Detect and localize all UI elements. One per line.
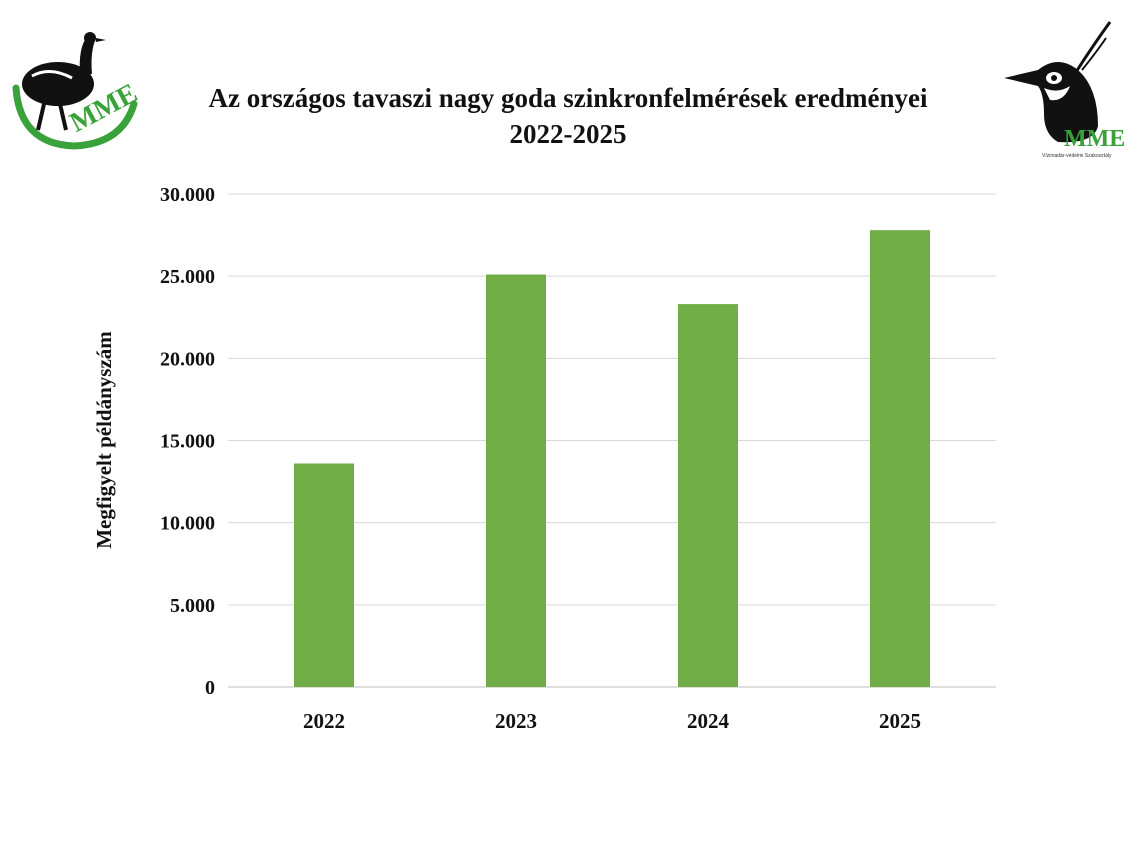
bar-2024: [678, 304, 738, 687]
bar-2023: [486, 274, 546, 687]
y-tick-label: 0: [205, 677, 215, 699]
bar-2025: [870, 230, 930, 688]
x-tick-label: 2024: [687, 709, 730, 733]
y-tick-label: 30.000: [160, 184, 215, 206]
y-tick-label: 10.000: [160, 513, 215, 535]
lapwing-crest-icon: [1074, 21, 1112, 73]
chart-subtitle: 2022-2025: [509, 119, 627, 149]
mme-logo-right: MME Vízimadár-védelmi Szakosztály: [1004, 21, 1125, 159]
bustard-neck-icon: [79, 36, 96, 76]
logo-right-subtitle: Vízimadár-védelmi Szakosztály: [1042, 153, 1112, 159]
logo-right-text: MME: [1064, 126, 1125, 152]
y-tick-label: 5.000: [170, 595, 215, 617]
chart-title-block: Az országos tavaszi nagy goda szinkronfe…: [140, 80, 996, 152]
logo-left-green-arc: [12, 84, 138, 150]
y-axis-label: Megfigyelt példányszám: [92, 331, 116, 549]
lapwing-eye-icon: [1051, 75, 1057, 81]
y-tick-label: 20.000: [160, 348, 215, 370]
x-tick-label: 2022: [303, 709, 345, 733]
y-tick-label: 25.000: [160, 266, 215, 288]
x-tick-label: 2025: [879, 709, 921, 733]
x-tick-label: 2023: [495, 709, 537, 733]
lapwing-head-icon: [1004, 62, 1098, 143]
mme-logo-left: MME: [12, 32, 140, 150]
chart-title: Az országos tavaszi nagy goda szinkronfe…: [208, 83, 928, 113]
bar-2022: [294, 463, 354, 687]
y-tick-label: 15.000: [160, 431, 215, 453]
